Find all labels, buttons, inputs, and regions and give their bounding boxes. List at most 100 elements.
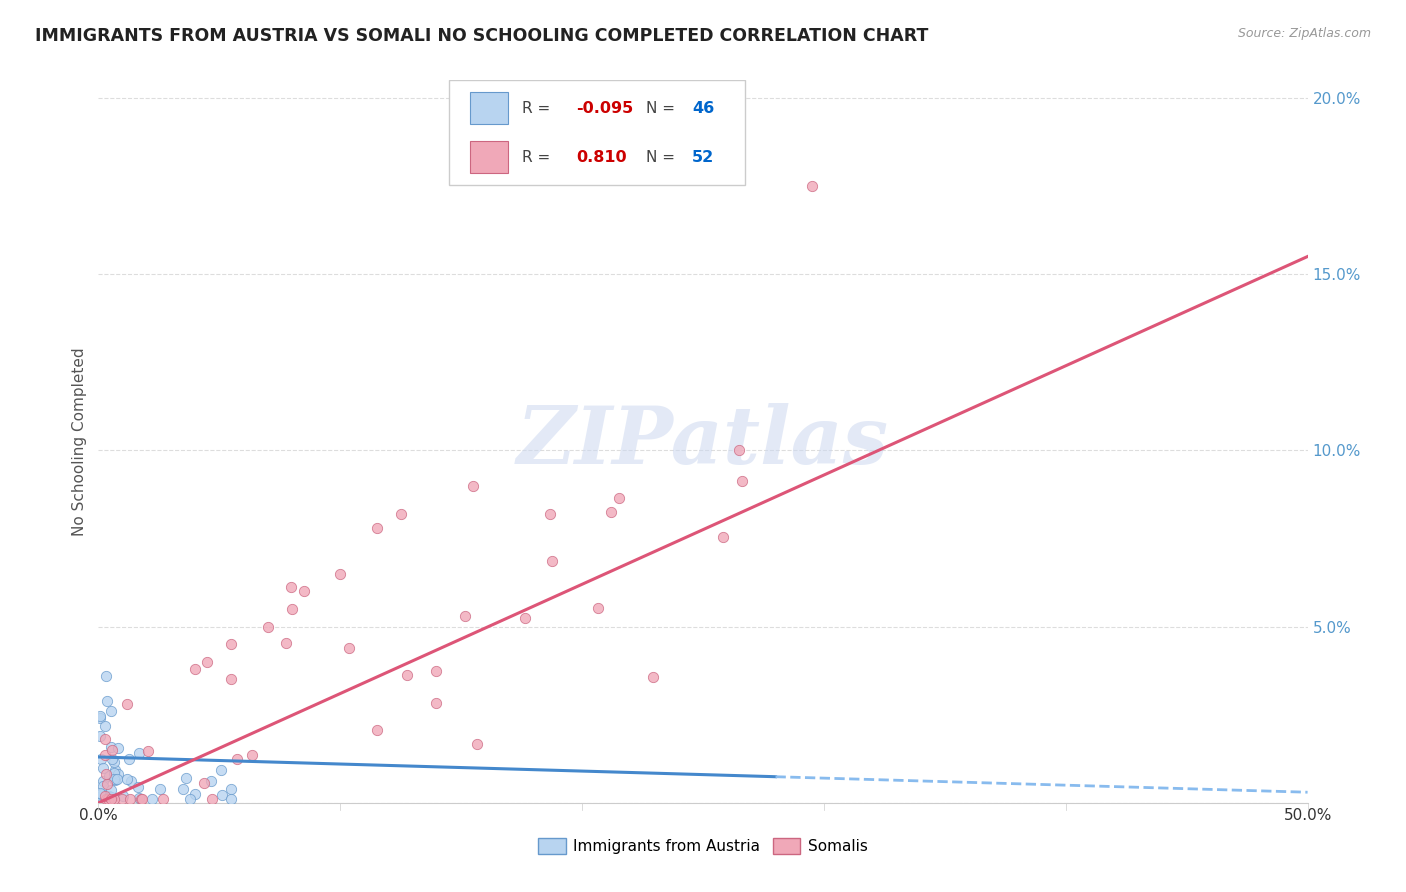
Point [425,664,447,678]
Point [395,668,418,682]
Point [94,767,117,781]
Point [193,776,215,790]
Point [149,781,172,796]
Point [100,782,122,797]
Point [141,792,163,806]
Point [465,737,488,751]
Point [96,776,118,790]
Point [89,709,111,723]
Point [183,787,205,801]
Point [200,774,222,789]
Point [463,478,485,492]
Text: R =: R = [522,150,550,164]
Point [211,788,233,802]
Point [366,521,388,535]
Point [209,764,232,778]
Point [195,655,218,669]
Point [226,752,249,766]
Point [281,602,304,616]
Point [101,752,124,766]
Point [607,491,630,505]
Point [91,760,114,774]
Point [600,505,623,519]
Point [94,792,117,806]
Point [107,766,129,780]
Bar [470,141,509,173]
Point [104,772,127,787]
FancyBboxPatch shape [449,80,745,185]
Point [111,792,134,806]
Point [800,179,823,194]
Point [221,792,243,806]
Point [329,566,352,581]
Point [280,580,302,594]
Point [538,507,561,521]
Point [179,792,201,806]
Point [128,791,150,805]
Point [136,744,159,758]
Point [100,790,122,805]
Point [91,779,114,793]
Point [131,792,153,806]
Point [425,696,447,710]
Point [513,610,536,624]
Point [103,766,125,780]
Point [389,507,412,521]
Point [107,741,129,756]
Point [128,747,150,761]
Point [120,774,142,789]
Point [97,792,120,806]
Point [120,792,142,806]
Point [103,756,125,770]
Text: N =: N = [647,101,675,116]
Point [103,772,125,786]
Point [94,789,117,803]
Point [89,786,111,800]
Point [221,637,243,651]
Text: -0.095: -0.095 [576,101,633,116]
Point [711,530,734,544]
Point [89,711,111,725]
Text: ZIPatlas: ZIPatlas [517,403,889,480]
Point [112,789,135,803]
Point [454,608,477,623]
Bar [470,93,509,124]
Text: R =: R = [522,101,550,116]
Point [115,697,138,711]
Point [292,584,315,599]
Y-axis label: No Schooling Completed: No Schooling Completed [72,347,87,536]
Point [90,789,112,803]
Point [100,743,122,757]
Point [89,730,111,744]
Point [94,669,117,683]
Point [219,781,242,796]
Point [127,780,149,794]
Point [118,752,141,766]
Point [103,792,125,806]
Point [93,732,115,747]
Text: 46: 46 [692,101,714,116]
Point [256,619,278,633]
Point [586,600,609,615]
Text: 0.810: 0.810 [576,150,627,164]
Point [115,772,138,787]
Point [91,774,114,789]
Point [94,748,117,763]
Point [184,662,207,676]
Point [98,789,121,804]
Point [97,769,120,783]
Point [94,719,117,733]
Text: N =: N = [647,150,675,164]
Point [100,739,122,754]
Point [172,781,194,796]
Point [90,787,112,801]
Point [730,475,752,489]
Point [105,772,128,786]
Point [240,748,263,763]
Point [221,673,243,687]
Point [728,443,751,458]
Text: 52: 52 [692,150,714,164]
Point [643,670,665,684]
Point [337,640,360,655]
Text: Source: ZipAtlas.com: Source: ZipAtlas.com [1237,27,1371,40]
